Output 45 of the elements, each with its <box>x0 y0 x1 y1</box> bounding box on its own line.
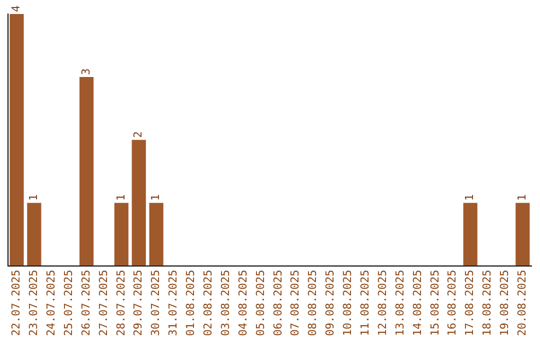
x-tick-label: 22.07.2025 <box>10 270 23 336</box>
x-tick-label: 23.07.2025 <box>27 270 40 336</box>
data-label: 1 <box>27 194 40 201</box>
x-tick-label: 31.07.2025 <box>166 270 180 336</box>
x-tick-label: 15.08.2025 <box>428 270 442 336</box>
data-label: 1 <box>463 194 476 201</box>
x-tick-label: 19.08.2025 <box>498 270 512 336</box>
x-tick-label: 03.08.2025 <box>218 270 232 336</box>
x-tick-label: 09.08.2025 <box>324 270 337 336</box>
x-tick-label: 27.07.2025 <box>96 270 110 336</box>
x-tick-label: 13.08.2025 <box>393 270 406 336</box>
x-tick-label: 25.07.2025 <box>62 270 75 336</box>
data-label: 1 <box>516 194 529 201</box>
bar <box>79 76 94 266</box>
x-tick-label: 16.08.2025 <box>446 270 459 336</box>
x-tick-label: 30.07.2025 <box>149 270 162 336</box>
x-tick-label: 18.08.2025 <box>480 270 494 336</box>
x-tick-label: 28.07.2025 <box>114 270 128 336</box>
x-tick-label: 26.07.2025 <box>79 270 92 336</box>
bar <box>149 202 164 266</box>
x-tick-label: 29.07.2025 <box>132 270 145 336</box>
bar <box>132 140 146 266</box>
bar <box>516 202 530 266</box>
x-tick-label: 05.08.2025 <box>254 270 267 336</box>
x-tick-label: 11.08.2025 <box>358 270 372 336</box>
x-tick-label: 14.08.2025 <box>410 270 424 336</box>
x-tick-label: 01.08.2025 <box>184 270 198 336</box>
x-tick-label: 10.08.2025 <box>341 270 354 336</box>
data-label: 1 <box>149 194 162 201</box>
bar <box>463 202 478 266</box>
x-tick-label: 07.08.2025 <box>288 270 302 336</box>
data-label: 3 <box>79 68 92 75</box>
x-tick-label: 24.07.2025 <box>44 270 58 336</box>
x-tick-label: 12.08.2025 <box>376 270 389 336</box>
x-tick-label: 17.08.2025 <box>463 270 476 336</box>
x-tick-label: 08.08.2025 <box>306 270 320 336</box>
data-label: 2 <box>132 131 145 138</box>
x-tick-label: 20.08.2025 <box>516 270 529 336</box>
x-tick-label: 04.08.2025 <box>236 270 250 336</box>
bar <box>27 202 42 266</box>
x-tick-label: 02.08.2025 <box>201 270 214 336</box>
data-label: 1 <box>114 194 128 201</box>
bar <box>114 202 128 266</box>
data-label: 4 <box>10 5 23 12</box>
x-tick-label: 06.08.2025 <box>271 270 284 336</box>
